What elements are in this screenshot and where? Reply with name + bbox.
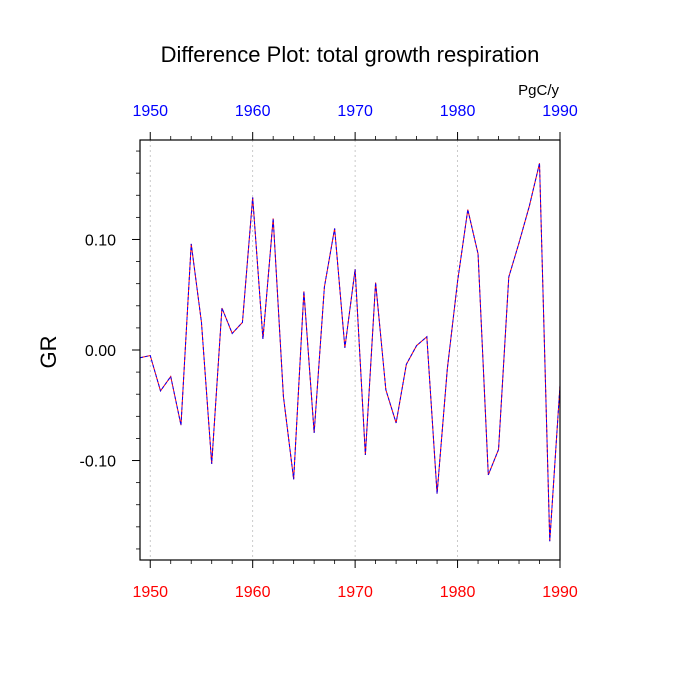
data-point-1987 [529,206,530,207]
data-point-1955 [201,322,202,323]
x-top-tick-label-1950: 1950 [132,103,168,120]
x-top-tick-label-1990: 1990 [542,103,578,120]
data-point-1961 [262,338,263,339]
data-point-1976 [416,345,417,346]
series-line-red-0 [139,163,561,542]
data-point-1967 [324,287,325,288]
data-point-1969 [344,347,345,348]
data-point-1989 [549,541,550,542]
data-point-1972 [375,282,376,283]
x-bottom-tick-label-1960: 1960 [235,584,271,601]
data-point-1982 [478,253,479,254]
data-point-1971 [365,455,366,456]
data-point-1958 [232,333,233,334]
x-top-tick-label-1970: 1970 [337,103,373,120]
data-point-1950 [150,355,151,356]
data-point-1968 [334,228,335,229]
x-top-tick-label-1960: 1960 [235,103,271,120]
data-point-1953 [180,425,181,426]
y-tick-label--0.10: -0.10 [80,454,117,471]
y-axis-label: GR [36,336,61,369]
data-point-1957 [221,308,222,309]
series-layer [139,163,561,542]
series-line-blue-0 [139,163,561,542]
data-point-1963 [283,396,284,397]
data-point-1973 [385,389,386,390]
data-point-1951 [160,390,161,391]
data-point-1960 [252,197,253,198]
data-point-1964 [293,479,294,480]
axis-ticks [132,132,561,568]
data-point-1970 [355,269,356,270]
data-point-1959 [242,322,243,323]
data-point-1981 [467,209,468,210]
data-point-1978 [437,493,438,494]
data-point-1985 [508,277,509,278]
data-point-1977 [426,336,427,337]
x-bottom-tick-label-1950: 1950 [132,584,168,601]
y-tick-label-0.00: 0.00 [85,343,116,360]
x-bottom-tick-label-1980: 1980 [440,584,476,601]
data-point-1983 [488,474,489,475]
x-bottom-tick-label-1990: 1990 [542,584,578,601]
data-point-1980 [457,281,458,282]
data-point-1956 [211,463,212,464]
y-tick-label-0.10: 0.10 [85,232,116,249]
data-point-1979 [447,368,448,369]
units-label: PgC/y [518,82,559,99]
data-point-1975 [406,364,407,365]
plot-frame [139,139,561,561]
data-point-1988 [539,163,540,164]
data-point-1966 [314,432,315,433]
data-point-1974 [396,422,397,423]
data-point-1954 [191,243,192,244]
grid-lines [149,140,561,560]
data-point-1986 [519,242,520,243]
x-top-tick-label-1980: 1980 [440,103,476,120]
data-point-1965 [303,291,304,292]
data-point-1962 [273,218,274,219]
tick-labels: 1950 1950 1960 1960 1970 1970 1980 1980 1990 1990… [80,103,578,601]
data-point-1984 [498,449,499,450]
data-point-1952 [170,376,171,377]
x-bottom-tick-label-1970: 1970 [337,584,373,601]
chart-title: Difference Plot: total growth respiratio… [161,42,540,67]
